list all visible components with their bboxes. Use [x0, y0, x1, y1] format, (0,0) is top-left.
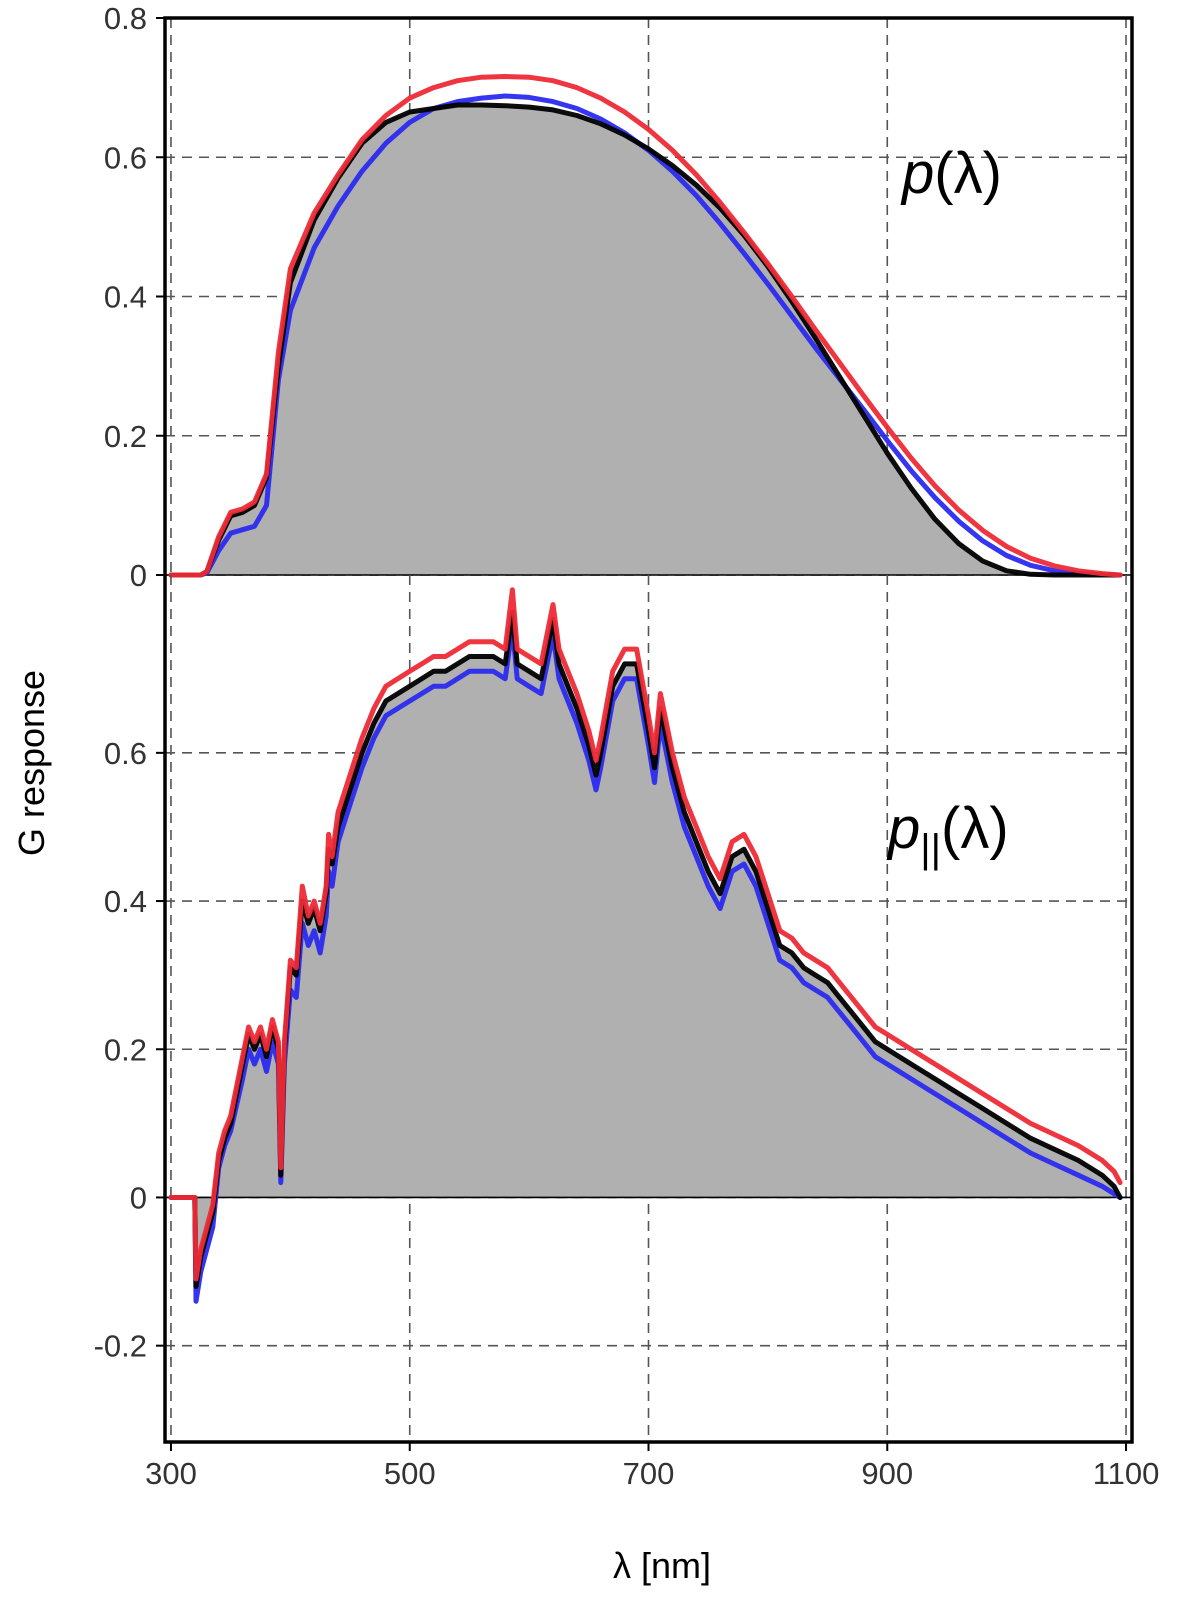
x-tick-label: 500 — [384, 1456, 436, 1491]
y-tick-label: 0.6 — [104, 140, 147, 175]
y-tick-label: 0.6 — [104, 736, 147, 771]
x-tick-label: 300 — [145, 1456, 197, 1491]
series-line-blue — [168, 93, 1123, 578]
y-tick-label: 0.4 — [104, 884, 147, 919]
y-tick-label: 0 — [130, 1180, 147, 1215]
panel-label-sub: || — [920, 827, 941, 871]
panel-2: -0.2 0 0.2 0.4 0.6 p||(λ) — [94, 575, 1132, 1442]
y-tick-label: 0.4 — [104, 280, 147, 315]
panel-label-main: p — [900, 141, 934, 206]
series-line-red — [168, 587, 1123, 1282]
panel-label-args: (λ) — [934, 141, 1002, 206]
y-tick-label: 0.2 — [104, 1032, 147, 1067]
y-tick-label: 0.2 — [104, 419, 147, 454]
y-tick-label: 0.8 — [104, 1, 147, 36]
panel-label: p(λ) — [900, 141, 1002, 206]
panel-label-args: (λ) — [941, 796, 1009, 861]
x-tick-label: 900 — [861, 1456, 913, 1491]
series-line-blue — [168, 624, 1123, 1304]
x-tick-label: 700 — [623, 1456, 675, 1491]
plot-frame — [163, 16, 1134, 1444]
panel-label: p||(λ) — [886, 796, 1009, 871]
filled-area — [170, 105, 1121, 575]
filled-area — [170, 612, 1121, 1287]
y-axis-title: G response — [11, 670, 52, 856]
panel-1: 0 0.2 0.4 0.6 0.8 p(λ) — [104, 1, 1132, 593]
x-axis-title: λ [nm] — [613, 1545, 711, 1586]
panel-label-main: p — [886, 796, 920, 861]
x-tick-label: 1100 — [1093, 1456, 1160, 1491]
plot-area: 00.20.40.60.8p(λ)-0.200.20.40.6p||(λ)300… — [94, 1, 1160, 1491]
series-line-red — [168, 74, 1123, 578]
y-tick-label: 0 — [130, 558, 147, 593]
y-tick-label: -0.2 — [94, 1329, 147, 1364]
